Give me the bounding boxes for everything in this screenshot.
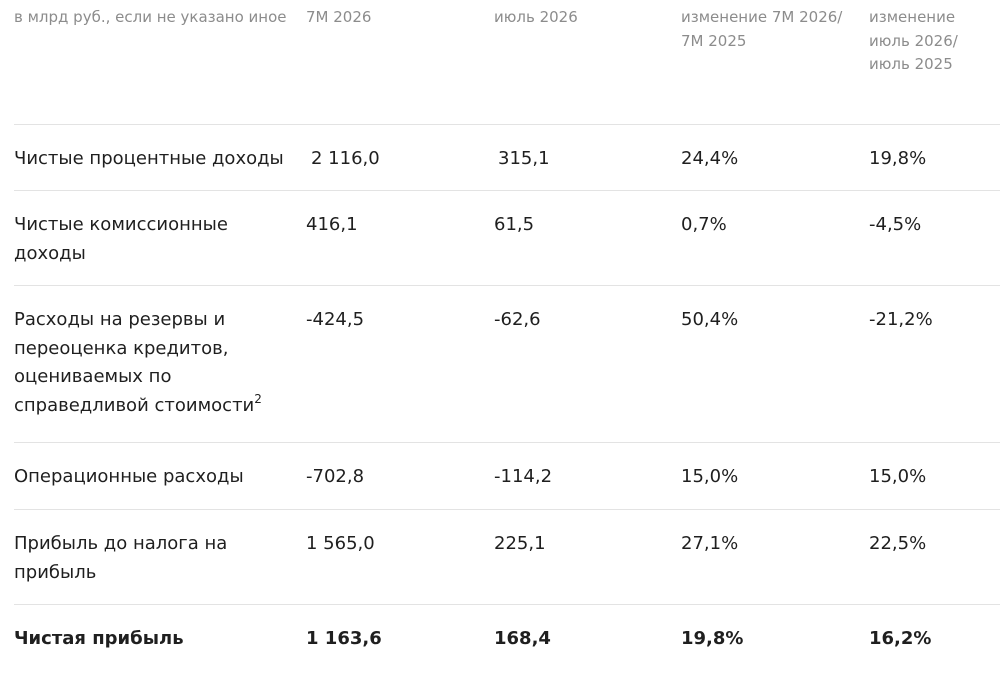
cell-change-july: 19,8% bbox=[869, 148, 927, 169]
cell-change-7m: 24,4% bbox=[681, 148, 739, 169]
cell-change-7m: 0,7% bbox=[681, 214, 727, 235]
cell-july-2026: -114,2 bbox=[494, 466, 553, 487]
cell-july-2026: 168,4 bbox=[494, 628, 551, 649]
header-change-july-line2: июль 2026/ bbox=[869, 31, 958, 50]
cell-change-july: 16,2% bbox=[869, 628, 932, 649]
cell-change-7m: 19,8% bbox=[681, 628, 744, 649]
row-label-line: Расходы на резервы и bbox=[14, 309, 226, 330]
table-header: в млрд руб., если не указано иное 7М 202… bbox=[0, 0, 1000, 124]
header-change-july-line3: июль 2025 bbox=[869, 55, 953, 73]
table-row: Операционные расходы -702,8 -114,2 15,0%… bbox=[14, 442, 1000, 510]
table-row: Расходы на резервы и переоценка кредитов… bbox=[14, 285, 1000, 443]
footnote-marker: 2 bbox=[254, 391, 262, 406]
header-7m-2026: 7М 2026 bbox=[306, 8, 372, 26]
header-change-7m-line2: 7М 2025 bbox=[681, 31, 747, 50]
row-label-line: переоценка кредитов, bbox=[14, 337, 229, 359]
cell-july-2026: 315,1 bbox=[498, 148, 550, 169]
cell-change-7m: 15,0% bbox=[681, 466, 739, 487]
row-label-line: Прибыль до налога на bbox=[14, 533, 228, 554]
header-units: в млрд руб., если не указано иное bbox=[14, 8, 287, 26]
row-label: Чистая прибыль bbox=[14, 625, 284, 654]
row-label-line: Чистая прибыль bbox=[14, 628, 184, 649]
row-label-line: оцениваемых по bbox=[14, 366, 172, 387]
table-row: Чистые комиссионные доходы 416,1 61,5 0,… bbox=[14, 190, 1000, 286]
header-change-7m-line1: изменение 7М 2026/ bbox=[681, 8, 843, 26]
table-row: Чистые процентные доходы 2 116,0 315,1 2… bbox=[14, 124, 1000, 191]
row-label: Операционные расходы bbox=[14, 463, 284, 492]
cell-7m-2026: 2 116,0 bbox=[311, 148, 380, 169]
row-label: Чистые процентные доходы bbox=[14, 145, 284, 174]
cell-7m-2026: 416,1 bbox=[306, 214, 358, 235]
row-label-line: справедливой стоимости2 bbox=[14, 391, 262, 416]
cell-7m-2026: 1 565,0 bbox=[306, 533, 375, 554]
cell-7m-2026: 1 163,6 bbox=[306, 628, 382, 649]
cell-change-july: -21,2% bbox=[869, 309, 933, 330]
header-change-july-line1: изменение bbox=[869, 8, 956, 26]
header-change-7m: изменение 7М 2026/ 7М 2025 bbox=[681, 6, 842, 53]
row-label-line: доходы bbox=[14, 242, 86, 264]
row-label: Чистые комиссионные доходы bbox=[14, 211, 284, 268]
table-row: Прибыль до налога на прибыль 1 565,0 225… bbox=[14, 509, 1000, 605]
cell-change-july: 15,0% bbox=[869, 466, 927, 487]
header-july-2026: июль 2026 bbox=[494, 8, 578, 26]
table-row-total: Чистая прибыль 1 163,6 168,4 19,8% 16,2% bbox=[14, 604, 1000, 677]
cell-change-july: 22,5% bbox=[869, 533, 927, 554]
cell-july-2026: -62,6 bbox=[494, 309, 541, 330]
cell-7m-2026: -702,8 bbox=[306, 466, 365, 487]
cell-change-7m: 50,4% bbox=[681, 309, 739, 330]
row-label-line: прибыль bbox=[14, 561, 97, 583]
row-label-line: Чистые комиссионные bbox=[14, 214, 228, 235]
row-label: Расходы на резервы и переоценка кредитов… bbox=[14, 306, 284, 420]
cell-change-july: -4,5% bbox=[869, 214, 922, 235]
cell-change-7m: 27,1% bbox=[681, 533, 739, 554]
cell-7m-2026: -424,5 bbox=[306, 309, 365, 330]
cell-july-2026: 225,1 bbox=[494, 533, 546, 554]
row-label: Прибыль до налога на прибыль bbox=[14, 530, 284, 587]
row-label-line: Операционные расходы bbox=[14, 466, 244, 487]
row-label-line: Чистые процентные доходы bbox=[14, 148, 284, 169]
header-change-july: изменение июль 2026/ июль 2025 bbox=[869, 6, 958, 77]
cell-july-2026: 61,5 bbox=[494, 214, 535, 235]
